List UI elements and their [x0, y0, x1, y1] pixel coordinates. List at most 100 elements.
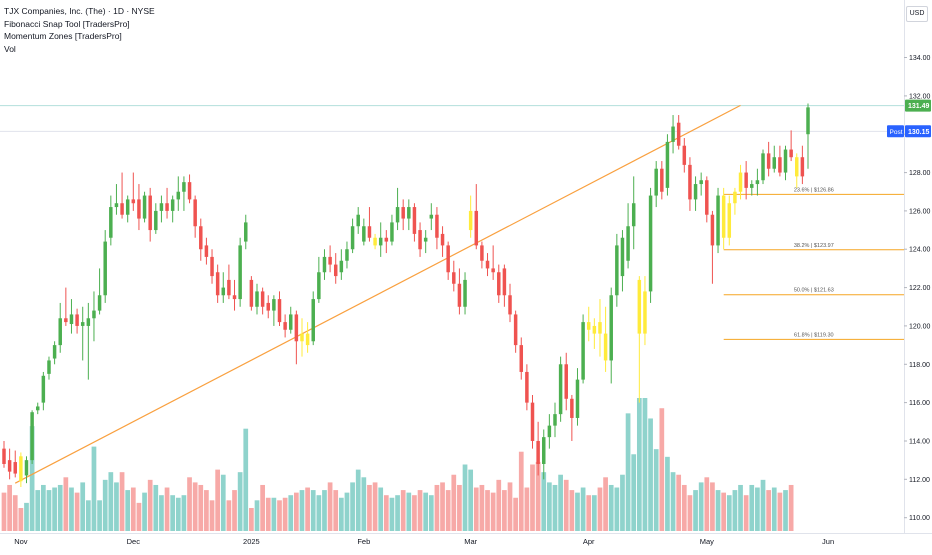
- candle-body: [738, 172, 743, 192]
- candle-body: [277, 299, 282, 323]
- volume-bar: [541, 472, 547, 531]
- volume-bar: [12, 495, 18, 531]
- volume-bar: [766, 490, 771, 531]
- volume-bar: [361, 477, 367, 531]
- candle-body: [491, 268, 495, 273]
- candle-body: [401, 207, 405, 219]
- candle-body: [502, 268, 507, 296]
- candle-body: [114, 203, 119, 208]
- volume-bar: [771, 487, 777, 531]
- candle-body: [631, 203, 636, 227]
- candle-body: [789, 149, 793, 158]
- volume-bar: [417, 490, 423, 531]
- candle-body: [665, 141, 670, 188]
- indicator-volume[interactable]: Vol: [4, 43, 16, 54]
- candle-body: [710, 214, 715, 246]
- volume-bar: [603, 477, 608, 531]
- candle-body: [92, 310, 96, 319]
- volume-bar: [170, 495, 176, 531]
- candle-body: [210, 256, 214, 277]
- candle-body: [305, 333, 310, 346]
- candle-body: [322, 256, 327, 273]
- candle-body: [485, 260, 490, 269]
- y-tick-label: 114.00: [909, 439, 930, 446]
- x-tick-label: May: [700, 537, 714, 546]
- post-tag: [887, 125, 904, 138]
- volume-bar: [237, 472, 243, 531]
- symbol-title[interactable]: TJX Companies, Inc. (The) · 1D · NYSE: [4, 6, 155, 16]
- volume-bar: [18, 507, 24, 531]
- volume-bar: [591, 495, 597, 531]
- candle-body: [660, 168, 664, 192]
- x-tick-label: 2025: [243, 537, 260, 546]
- volume-bar: [547, 482, 552, 531]
- volume-bar: [788, 484, 794, 531]
- candle-body: [215, 272, 220, 296]
- volume-bar: [254, 500, 260, 531]
- candle-body: [182, 182, 186, 192]
- candle-body: [187, 182, 192, 200]
- y-tick-label: 122.00: [909, 285, 931, 292]
- volume-bar: [327, 482, 333, 531]
- volume-bar: [209, 500, 215, 531]
- currency-label[interactable]: USD: [906, 6, 928, 22]
- y-tick-label: 112.00: [909, 477, 930, 484]
- volume-bar: [232, 490, 237, 531]
- candle-body: [603, 333, 608, 361]
- candle-body: [249, 279, 254, 307]
- candle-body: [7, 460, 12, 472]
- volume-bar: [575, 492, 580, 531]
- candle-body: [199, 226, 203, 250]
- candle-body: [412, 207, 417, 234]
- volume-bar: [507, 482, 513, 531]
- volume-bar: [63, 477, 69, 531]
- volume-bar: [687, 495, 693, 531]
- candle-body: [772, 157, 777, 169]
- fibonacci-level-label: 23.6% | $126.86: [794, 187, 834, 193]
- volume-bar: [513, 497, 518, 531]
- volume-bar: [316, 495, 322, 531]
- y-tick-label: 116.00: [909, 400, 930, 407]
- indicator-fibonacci-snap[interactable]: Fibonacci Snap Tool [TradersPro]: [4, 18, 130, 29]
- volume-bar: [378, 487, 384, 531]
- volume-bar: [305, 487, 310, 531]
- candle-body: [643, 291, 647, 334]
- candle-body: [154, 210, 158, 231]
- candle-body: [564, 364, 568, 399]
- volume-bar: [108, 472, 114, 531]
- volume-bar: [445, 490, 451, 531]
- volume-bar: [355, 469, 361, 531]
- candle-body: [350, 226, 355, 250]
- candle-body: [159, 203, 164, 211]
- volume-bar: [518, 451, 524, 531]
- volume-bar: [102, 479, 108, 531]
- candle-body: [221, 287, 226, 296]
- volume-bar: [277, 500, 282, 531]
- candle-body: [452, 272, 456, 284]
- indicator-momentum-zones[interactable]: Momentum Zones [TradersPro]: [4, 31, 122, 41]
- candle-body: [592, 325, 597, 334]
- y-tick-label: 120.00: [909, 323, 931, 330]
- candle-body: [283, 322, 287, 330]
- volume-bar: [659, 408, 665, 531]
- candle-body: [536, 440, 540, 464]
- volume-bar: [164, 487, 170, 531]
- volume-bar: [479, 484, 485, 531]
- volume-bar: [52, 487, 57, 531]
- candle-body: [317, 272, 321, 300]
- candle-body: [367, 226, 372, 238]
- volume-bar: [130, 487, 136, 531]
- volume-bar: [322, 490, 327, 531]
- candle-body: [688, 164, 692, 200]
- candle-body: [440, 233, 445, 246]
- candle-body: [766, 153, 771, 169]
- volume-bar: [181, 495, 187, 531]
- y-tick-label: 132.00: [909, 93, 931, 100]
- candle-body: [362, 226, 366, 242]
- volume-bar: [80, 482, 86, 531]
- candle-body: [716, 195, 720, 246]
- volume-bar: [524, 487, 530, 531]
- candle-body: [266, 302, 270, 311]
